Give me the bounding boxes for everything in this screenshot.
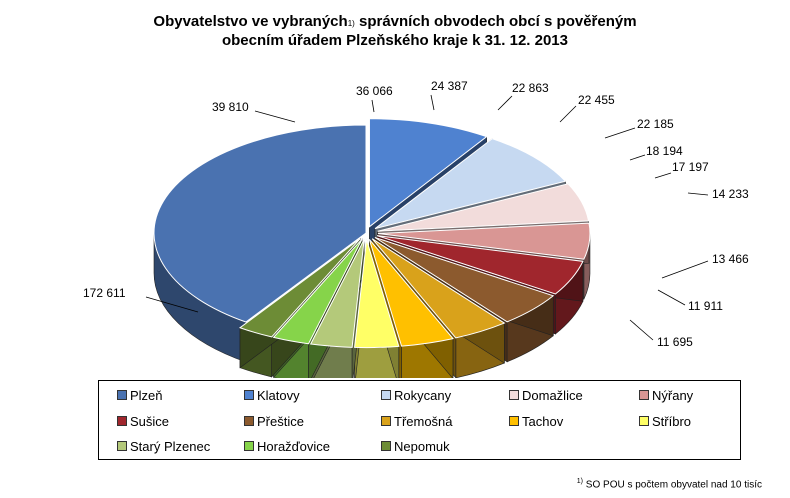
leader-line-horazdovice: [657, 289, 686, 306]
data-label-nepomuk: 11 695: [657, 335, 693, 349]
data-label-prestice: 22 185: [637, 117, 674, 131]
legend-item: Nepomuk: [381, 439, 450, 454]
legend-label: Klatovy: [257, 388, 300, 403]
slice-rokycany: [374, 138, 567, 230]
legend-item: Plzeň: [117, 388, 163, 403]
legend-item: Sušice: [117, 414, 169, 429]
legend-swatch: [639, 416, 649, 426]
leader-line-stribro: [687, 192, 709, 196]
legend-item: Domažlice: [509, 388, 583, 403]
data-label-stribro: 14 233: [712, 187, 749, 201]
chart-title: Obyvatelstvo ve vybraných1) správních ob…: [0, 12, 790, 50]
legend-label: Plzeň: [130, 388, 163, 403]
pie-chart: 172 611 39 810 36 066 24 387 22 863 22 455 22 …: [83, 79, 749, 378]
leader-line-tachov: [654, 172, 672, 179]
data-label-susice: 22 455: [578, 93, 615, 107]
legend-label: Sušice: [130, 414, 170, 429]
leader-line-tremosna: [629, 154, 646, 161]
legend-label: Třemošná: [394, 414, 453, 429]
legend-item: Starý Plzenec: [117, 439, 210, 454]
footnote: 1) SO POU s počtem obyvatel nad 10 tisíc: [576, 478, 762, 491]
chart-title-line-2: obecním úřadem Plzeňského kraje k 31. 12…: [221, 32, 568, 49]
legend-label: Rokycany: [394, 388, 452, 403]
legend-item: Horažďovice: [244, 439, 330, 454]
leader-line-plzen: [145, 296, 199, 313]
legend-swatch: [509, 390, 519, 400]
legend-item: Tachov: [509, 414, 563, 429]
leader-line-rokycany: [371, 99, 375, 113]
legend-label: Starý Plzenec: [130, 439, 211, 454]
legend-label: Horažďovice: [257, 439, 331, 454]
legend-label: Nepomuk: [394, 439, 450, 454]
legend-label: Nýřany: [652, 388, 694, 403]
legend-swatch: [381, 390, 391, 400]
pie-labels: 172 611 39 810 36 066 24 387 22 863 22 455 22 …: [83, 79, 749, 349]
slice-stary-plzenec: [309, 239, 365, 348]
data-label-horazdovice: 11 911: [688, 299, 723, 313]
chart-title-line-1: Obyvatelstvo ve vybraných1) správních ob…: [153, 13, 637, 30]
data-label-klatovy: 39 810: [212, 100, 249, 114]
slice-tachov: [368, 239, 454, 347]
slice-domazlice: [377, 183, 590, 232]
leader-line-klatovy: [254, 110, 296, 123]
legend-item: Nýřany: [639, 388, 693, 403]
data-label-plzen: 172 611: [83, 286, 126, 300]
legend-item: Přeštice: [244, 414, 304, 429]
leader-line-nyrany: [497, 95, 513, 111]
data-label-domazlice: 24 387: [431, 79, 468, 93]
leader-line-nepomuk: [629, 319, 654, 341]
leader-line-prestice: [604, 127, 636, 139]
data-label-nyrany: 22 863: [512, 81, 549, 95]
legend-item: Třemošná: [381, 414, 453, 429]
leader-line-domazlice: [430, 94, 435, 111]
slice-nyrany: [377, 222, 591, 260]
data-label-stary-plzenec: 13 466: [712, 252, 749, 266]
legend-swatch: [117, 390, 127, 400]
legend-item: Rokycany: [381, 388, 451, 403]
data-label-tachov: 17 197: [672, 160, 709, 174]
slice-stribro: [354, 239, 400, 349]
slice-susice: [376, 235, 584, 295]
legend-swatch: [381, 441, 391, 451]
legend-label: Stříbro: [652, 414, 692, 429]
pie-tops: [153, 118, 591, 349]
legend-swatch: [244, 441, 254, 451]
legend-swatch: [244, 390, 254, 400]
legend-item: Stříbro: [639, 414, 691, 429]
chart-legend: Plzeň Klatovy Rokycany Domažlice Nýřany Sušic…: [98, 380, 741, 460]
slice-tremosna: [371, 238, 506, 339]
slice-nepomuk: [238, 238, 361, 338]
legend-label: Přeštice: [257, 414, 304, 429]
leader-line-stary-plzenec: [661, 260, 709, 279]
slice-horazdovice: [272, 238, 363, 345]
slice-plzen: [153, 124, 367, 323]
legend-swatch: [117, 441, 127, 451]
legend-swatch: [381, 416, 391, 426]
legend-swatch: [244, 416, 254, 426]
legend-swatch: [639, 390, 649, 400]
data-label-tremosna: 18 194: [646, 144, 683, 158]
legend-swatch: [509, 416, 519, 426]
legend-label: Tachov: [522, 414, 564, 429]
data-label-rokycany: 36 066: [356, 84, 393, 98]
legend-swatch: [117, 416, 127, 426]
legend-item: Klatovy: [244, 388, 300, 403]
slice-prestice: [374, 236, 555, 323]
legend-label: Domažlice: [522, 388, 583, 403]
leader-line-susice: [559, 105, 577, 123]
slice-klatovy: [368, 118, 488, 228]
